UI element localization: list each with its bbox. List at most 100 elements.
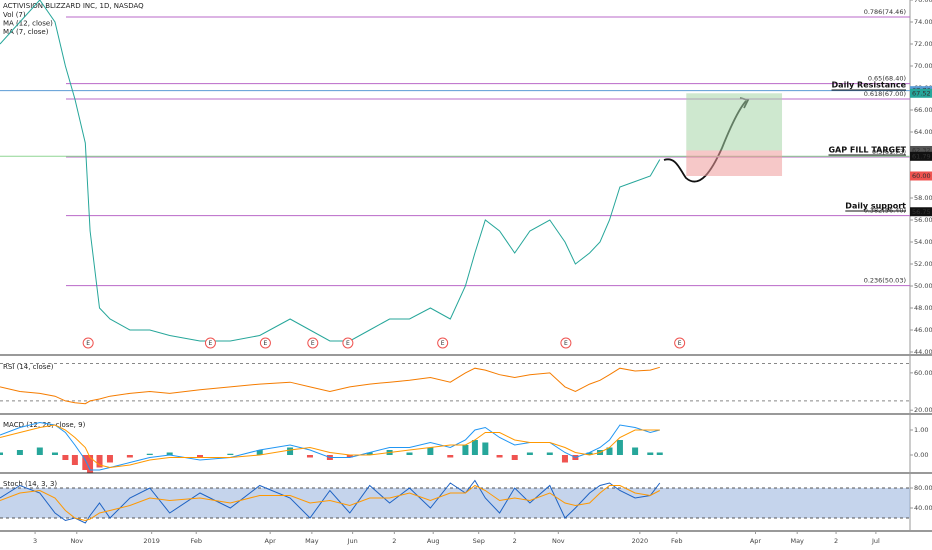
earnings-label: E [86, 340, 90, 347]
earnings-label: E [564, 340, 568, 347]
price-tag [910, 151, 932, 161]
y-tick-label: 64.00 [914, 128, 932, 136]
macd-line [0, 424, 660, 469]
x-tick-label: Apr [750, 537, 762, 545]
y-tick-label: 54.00 [914, 238, 932, 246]
histogram-bar [227, 453, 234, 455]
x-tick-label: May [305, 537, 319, 545]
y-tick-label: 60.00 [914, 369, 932, 377]
x-tick-label: May [790, 537, 804, 545]
earnings-label: E [311, 340, 315, 347]
y-tick-label: 70.00 [914, 62, 932, 70]
x-tick-label: 2019 [143, 537, 160, 545]
y-tick-label: 44.00 [914, 348, 932, 356]
price-line [0, 0, 661, 342]
indicator-label: Vol (7) [3, 11, 26, 19]
stoch-line [0, 484, 661, 522]
histogram-bar [146, 453, 153, 455]
histogram-bar [346, 455, 353, 458]
histogram-bar [482, 442, 489, 455]
histogram-bar [287, 447, 294, 455]
price-tag-label: 60.00 [912, 172, 931, 180]
earnings-label: E [678, 340, 682, 347]
histogram-bar [96, 455, 103, 468]
histogram-bar [87, 455, 94, 473]
histogram-bar [526, 452, 533, 455]
stop-zone [686, 150, 783, 176]
y-tick-label: 66.00 [914, 106, 932, 114]
x-tick-label: 2 [513, 537, 517, 545]
histogram-bar [71, 455, 78, 465]
price-tag-label: 56.75 [912, 208, 931, 216]
panel-title: Stoch (14, 3, 3) [3, 480, 57, 488]
histogram-bar [496, 455, 503, 458]
histogram-bar [606, 447, 613, 455]
x-tick-label: Apr [265, 537, 277, 545]
y-tick-label: 74.00 [914, 18, 932, 26]
annotation: GAP FILL TARGET [828, 146, 906, 155]
histogram-bar [471, 440, 478, 455]
earnings-marker [674, 337, 686, 349]
macd-line [0, 421, 660, 471]
histogram-bar [106, 455, 113, 463]
x-tick-label: Nov [70, 537, 83, 545]
earnings-marker [259, 337, 271, 349]
y-tick-label: 1.00 [914, 426, 928, 434]
earnings-label: E [264, 340, 268, 347]
earnings-marker [342, 337, 354, 349]
price-tag [910, 171, 932, 181]
earnings-label: E [346, 340, 350, 347]
y-tick-label: 20.00 [914, 406, 932, 414]
target-zone [686, 93, 783, 151]
histogram-bar [447, 455, 454, 458]
price-tag-label: 62.32 [912, 146, 931, 154]
earnings-marker [437, 337, 449, 349]
histogram-bar [656, 452, 663, 455]
histogram-bar [586, 452, 593, 455]
histogram-bar [546, 452, 553, 455]
x-tick-label: 3 [33, 537, 37, 545]
histogram-bar [511, 455, 518, 460]
histogram-bar [51, 452, 58, 455]
earnings-label: E [441, 340, 445, 347]
earnings-marker [82, 337, 94, 349]
histogram-bar [632, 447, 639, 455]
x-tick-label: Aug [427, 537, 440, 545]
histogram-bar [256, 450, 263, 455]
annotation: Daily Resistance [832, 81, 907, 90]
fib-label: 0.236(50.03) [864, 277, 906, 285]
x-tick-label: Jun [347, 537, 358, 545]
price-tag-label: 61.79 [912, 152, 931, 160]
x-tick-label: Sep [473, 537, 485, 545]
panel-title: MACD (12, 26, close, 9) [3, 421, 86, 429]
histogram-bar [166, 452, 173, 455]
histogram-bar [406, 452, 413, 455]
rsi-line [0, 366, 660, 405]
panel-title: ACTIVISION BLIZZARD INC, 1D, NASDAQ [3, 2, 144, 10]
y-tick-label: 52.00 [914, 260, 932, 268]
histogram-bar [647, 452, 654, 455]
y-tick-label: 0.00 [914, 451, 928, 459]
x-tick-label: 2 [392, 537, 396, 545]
indicator-label: MA (12, close) [3, 20, 53, 28]
fib-label: 0.786(74.46) [864, 8, 906, 16]
histogram-bar [306, 455, 313, 458]
earnings-marker [204, 337, 216, 349]
earnings-marker [560, 337, 572, 349]
x-tick-label: Nov [552, 537, 565, 545]
y-tick-label: 76.00 [914, 0, 932, 4]
price-tag-label: 67.52 [912, 89, 931, 97]
earnings-label: E [209, 340, 213, 347]
y-tick-label: 56.00 [914, 216, 932, 224]
x-tick-label: 2020 [632, 537, 649, 545]
x-tick-label: 2 [834, 537, 838, 545]
earnings-marker [307, 337, 319, 349]
x-tick-label: Feb [671, 537, 683, 545]
histogram-bar [16, 450, 23, 455]
x-tick-label: Feb [190, 537, 202, 545]
y-tick-label: 46.00 [914, 326, 932, 334]
fib-label: 0.618(67.00) [864, 90, 906, 98]
panel-title: RSI (14, close) [3, 363, 54, 371]
histogram-bar [0, 452, 3, 455]
